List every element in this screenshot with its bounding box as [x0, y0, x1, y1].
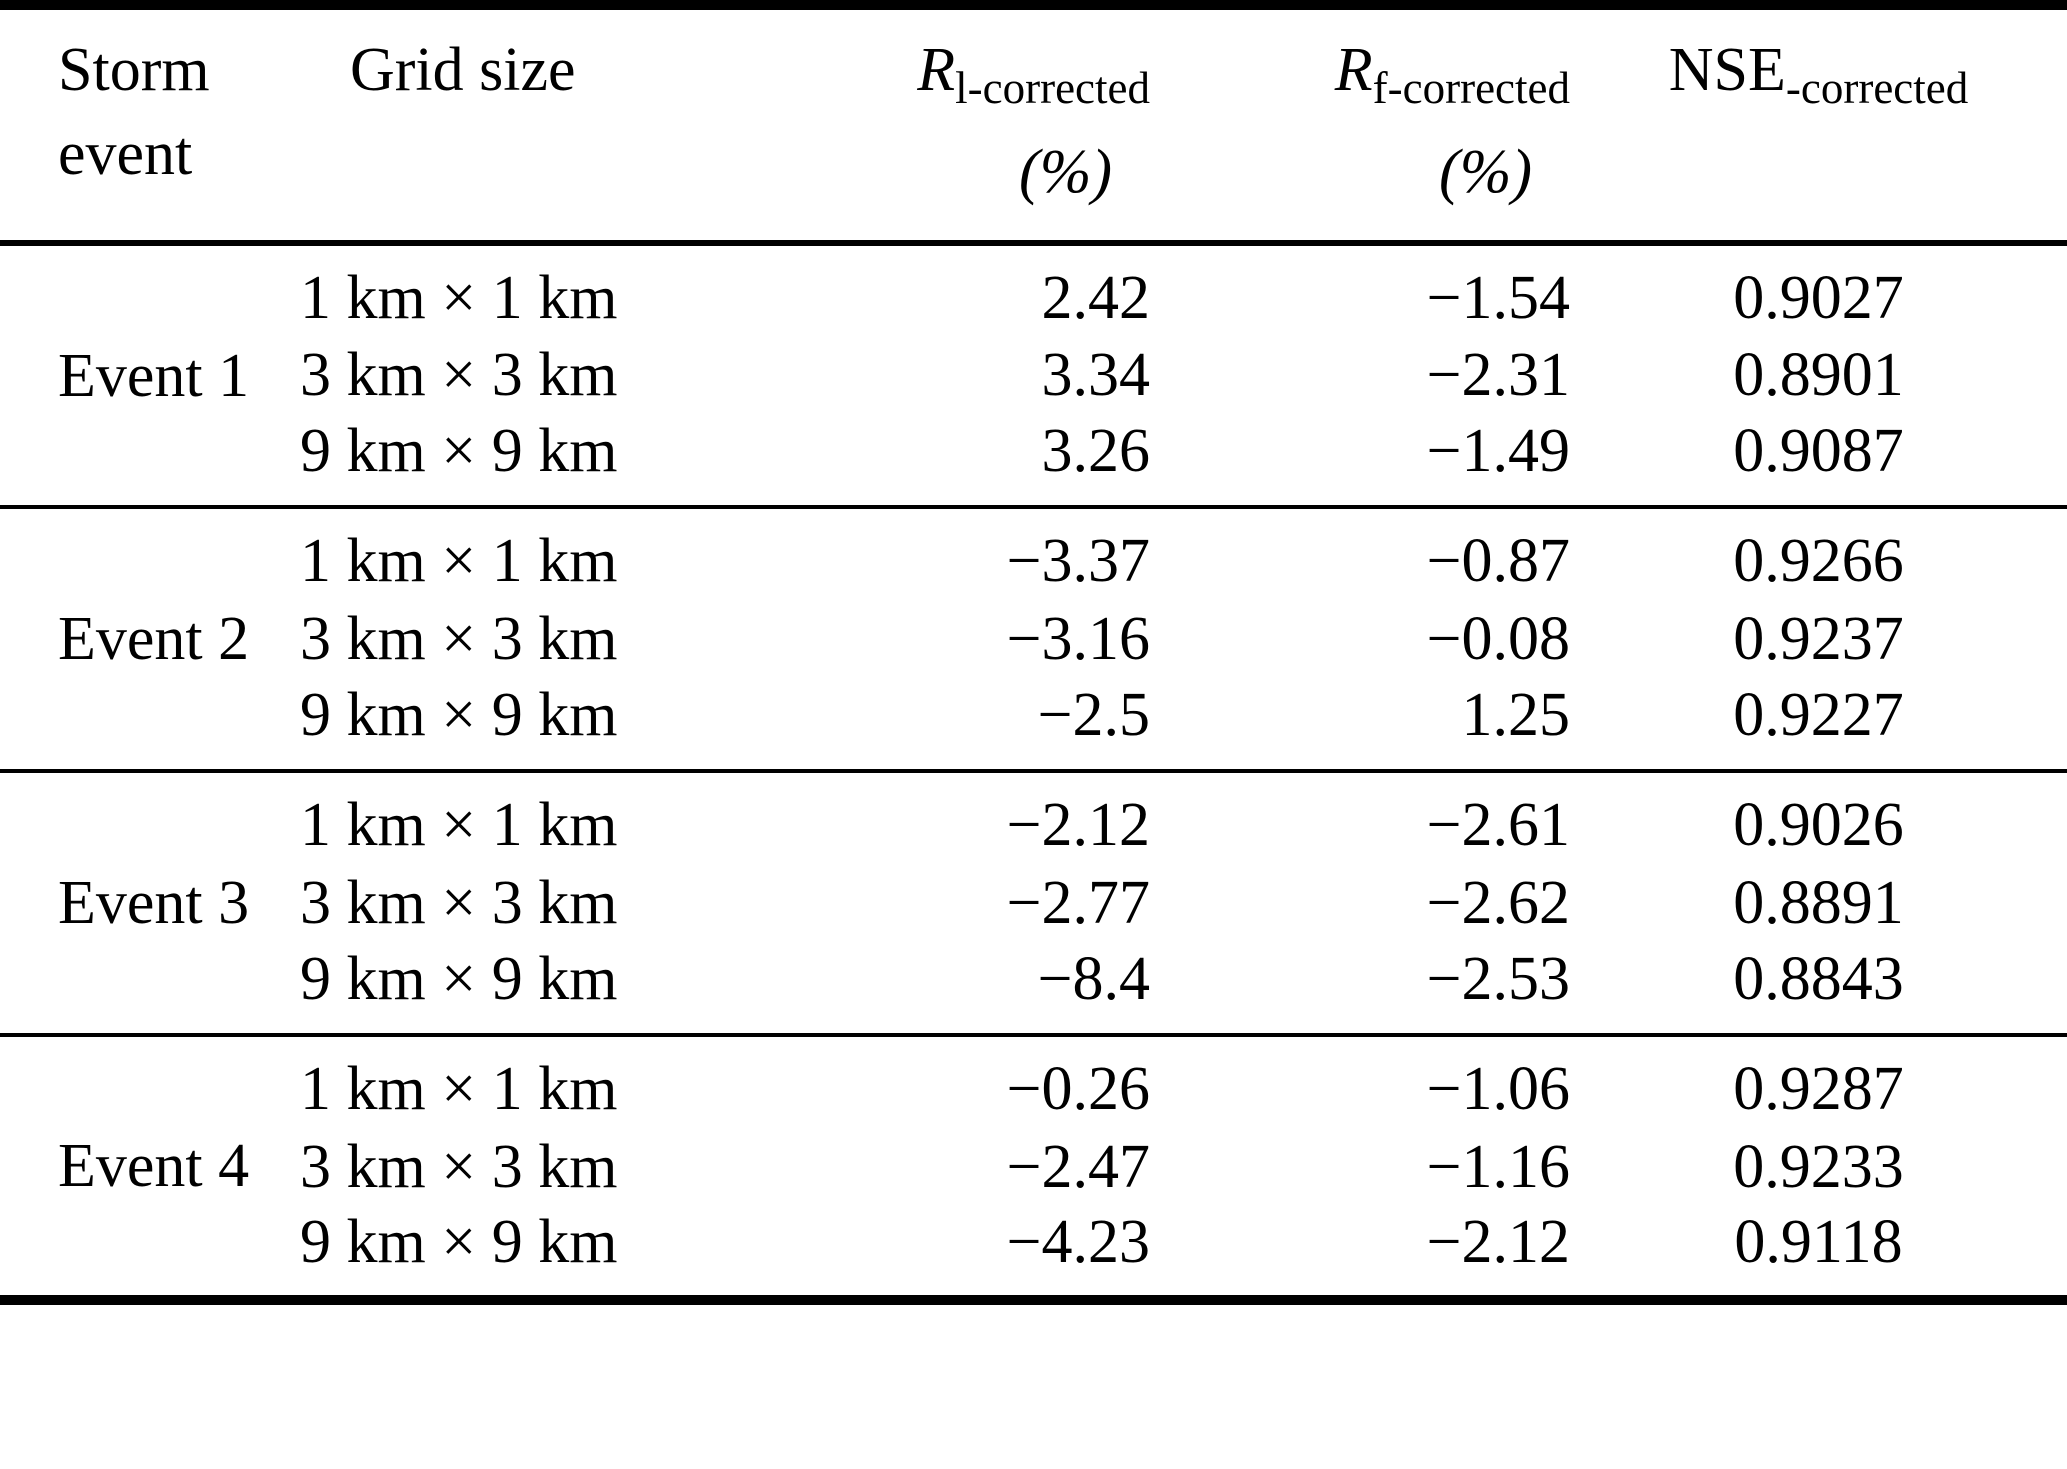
- rf-corrected-cell: −0.87: [1426, 527, 1570, 595]
- grid-size-cell: 1 km × 1 km: [300, 263, 618, 332]
- rf-corrected-cell: −1.16: [1426, 1133, 1570, 1201]
- rl-corrected-cell: −2.12: [1006, 791, 1150, 859]
- rl-corrected-cell: 2.42: [1041, 263, 1151, 332]
- grid-size-cell: 1 km × 1 km: [300, 791, 618, 859]
- header-nse-symbol-line: NSE-corrected: [1570, 28, 2067, 130]
- event-label: Event 3: [58, 869, 250, 937]
- table-row: 3 km × 3 km 3.34 −2.31 0.8901: [0, 331, 2067, 419]
- nse-corrected-cell: 0.9026: [1733, 791, 1904, 859]
- table-row: 3 km × 3 km −2.47 −1.16 0.9233: [0, 1123, 2067, 1211]
- event-group-2: Event 2 1 km × 1 km −3.37 −0.87 0.9266 3…: [0, 507, 2067, 771]
- header-rf-unit: (%): [1439, 138, 1532, 206]
- rl-symbol: R: [917, 36, 956, 104]
- rl-corrected-cell: −3.37: [1006, 527, 1150, 595]
- nse-corrected-cell: 0.9237: [1733, 605, 1904, 673]
- header-rl-unit: (%): [1019, 138, 1112, 206]
- rf-corrected-cell: −0.08: [1426, 605, 1570, 673]
- table-row: Event 2 1 km × 1 km −3.37 −0.87 0.9266: [0, 507, 2067, 670]
- event-label: Event 4: [58, 1132, 250, 1200]
- rf-symbol: R: [1334, 36, 1373, 104]
- rf-corrected-cell: −1.06: [1426, 1055, 1570, 1123]
- event-label: Event 1: [58, 341, 250, 410]
- rl-corrected-cell: −3.16: [1006, 605, 1150, 673]
- header-grid-size: Grid size: [300, 5, 730, 243]
- nse-corrected-cell: 0.8901: [1733, 341, 1904, 409]
- grid-size-cell: 9 km × 9 km: [300, 1208, 618, 1276]
- grid-size-cell: 9 km × 9 km: [300, 417, 618, 485]
- rl-subscript: l-corrected: [955, 63, 1150, 113]
- header-nse-corrected: NSE-corrected: [1570, 5, 2067, 243]
- header-storm-event: Storm event: [0, 5, 300, 243]
- storm-events-results-table: Storm event Grid size Rl-corrected (%) R…: [0, 0, 2067, 1305]
- grid-size-cell: 3 km × 3 km: [300, 869, 618, 937]
- header-grid-size-label: Grid size: [350, 36, 576, 104]
- header-rl-corrected: Rl-corrected (%): [730, 5, 1150, 243]
- nse-corrected-cell: 0.9227: [1733, 681, 1904, 749]
- rl-corrected-cell: −4.23: [1006, 1208, 1150, 1276]
- table-row: 9 km × 9 km 3.26 −1.49 0.9087: [0, 419, 2067, 507]
- event-group-4: Event 4 1 km × 1 km −0.26 −1.06 0.9287 3…: [0, 1035, 2067, 1300]
- event-group-3: Event 3 1 km × 1 km −2.12 −2.61 0.9026 3…: [0, 771, 2067, 1035]
- nse-corrected-cell: 0.9287: [1733, 1055, 1904, 1123]
- nse-symbol: NSE: [1668, 36, 1786, 104]
- rf-corrected-cell: 1.25: [1461, 681, 1571, 749]
- table-row: 9 km × 9 km −8.4 −2.53 0.8843: [0, 947, 2067, 1035]
- nse-corrected-cell: 0.8891: [1733, 869, 1904, 937]
- header-storm-line1: Storm: [58, 36, 210, 104]
- rf-corrected-cell: −2.12: [1426, 1208, 1570, 1276]
- nse-corrected-cell: 0.9027: [1733, 263, 1904, 332]
- header-rf-symbol-line: Rf-corrected: [1150, 28, 1570, 130]
- rl-corrected-cell: 3.26: [1041, 417, 1151, 485]
- table-header: Storm event Grid size Rl-corrected (%) R…: [0, 5, 2067, 243]
- nse-corrected-cell: 0.8843: [1733, 945, 1904, 1013]
- nse-corrected-cell: 0.9266: [1733, 527, 1904, 595]
- table-row: Event 4 1 km × 1 km −0.26 −1.06 0.9287: [0, 1035, 2067, 1197]
- rf-subscript: f-corrected: [1372, 63, 1570, 113]
- rf-corrected-cell: −2.53: [1426, 945, 1570, 1013]
- header-rf-corrected: Rf-corrected (%): [1150, 5, 1570, 243]
- rf-corrected-cell: −2.61: [1426, 791, 1570, 859]
- rf-corrected-cell: −1.54: [1426, 263, 1570, 332]
- rf-corrected-cell: −2.31: [1426, 341, 1570, 409]
- nse-corrected-cell: 0.9118: [1734, 1208, 1903, 1276]
- header-storm-line2: event: [58, 120, 193, 188]
- table-row: Event 3 1 km × 1 km −2.12 −2.61 0.9026: [0, 771, 2067, 934]
- grid-size-cell: 1 km × 1 km: [300, 527, 618, 595]
- nse-corrected-cell: 0.9087: [1733, 417, 1904, 485]
- event-group-1: Event 1 1 km × 1 km 2.42 −1.54 0.9027 3 …: [0, 243, 2067, 507]
- grid-size-cell: 1 km × 1 km: [300, 1055, 618, 1123]
- header-rl-symbol-line: Rl-corrected: [730, 28, 1150, 130]
- table-row: 9 km × 9 km −2.5 1.25 0.9227: [0, 683, 2067, 771]
- grid-size-cell: 3 km × 3 km: [300, 341, 618, 409]
- rf-corrected-cell: −2.62: [1426, 869, 1570, 937]
- grid-size-cell: 9 km × 9 km: [300, 945, 618, 1013]
- rl-corrected-cell: 3.34: [1041, 341, 1151, 409]
- rl-corrected-cell: −2.5: [1037, 681, 1150, 749]
- table-row: Event 1 1 km × 1 km 2.42 −1.54 0.9027: [0, 243, 2067, 407]
- header-row: Storm event Grid size Rl-corrected (%) R…: [0, 5, 2067, 243]
- grid-size-cell: 9 km × 9 km: [300, 681, 618, 749]
- nse-subscript: -corrected: [1785, 63, 1969, 113]
- table-row: 3 km × 3 km −2.77 −2.62 0.8891: [0, 859, 2067, 947]
- rl-corrected-cell: −0.26: [1006, 1055, 1150, 1123]
- grid-size-cell: 3 km × 3 km: [300, 605, 618, 673]
- rl-corrected-cell: −8.4: [1037, 945, 1150, 1013]
- event-label: Event 2: [58, 605, 250, 673]
- rl-corrected-cell: −2.47: [1006, 1133, 1150, 1201]
- grid-size-cell: 3 km × 3 km: [300, 1133, 618, 1201]
- nse-corrected-cell: 0.9233: [1733, 1133, 1904, 1201]
- table-row: 9 km × 9 km −4.23 −2.12 0.9118: [0, 1211, 2067, 1300]
- rl-corrected-cell: −2.77: [1006, 869, 1150, 937]
- table-row: 3 km × 3 km −3.16 −0.08 0.9237: [0, 595, 2067, 683]
- rf-corrected-cell: −1.49: [1426, 417, 1570, 485]
